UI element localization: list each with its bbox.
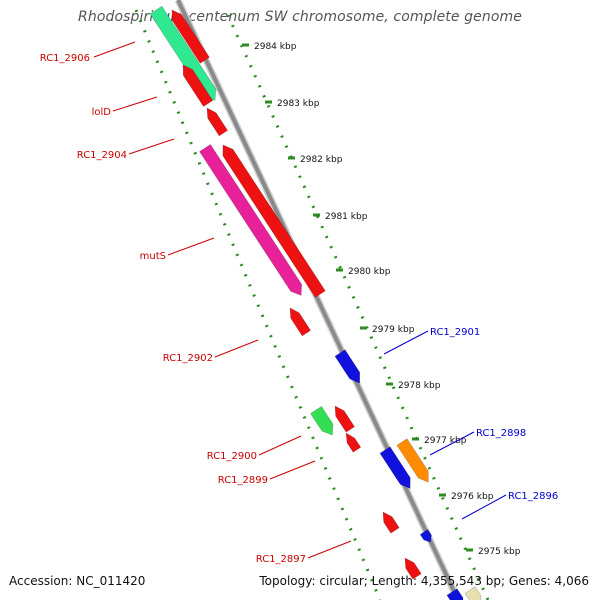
gene-label-rc1-2897-leader	[307, 540, 352, 559]
gene-label-rc1-2901-leader	[383, 330, 429, 355]
gene-arrow-rc1-2901	[334, 349, 361, 384]
scale-tick-label: 2977 kbp	[424, 436, 467, 446]
gene-label-lold-leader	[112, 96, 158, 112]
gene-label-rc1-2899-leader	[269, 460, 316, 480]
gene-label-rc1-2902-leader	[214, 339, 259, 358]
gene-label-rc1-2904: RC1_2904	[77, 150, 127, 161]
gene-arrow	[464, 586, 482, 600]
right-ruler	[226, 14, 490, 600]
gene-arrow-rc1-2902	[289, 307, 311, 337]
gene-arrow-rc1-2899	[345, 432, 362, 453]
map-layer: 2984 kbp 2983 kbp 2982 kbp 2981 kbp 2980 kbp…	[40, 0, 558, 600]
gene-arrow-muts	[199, 144, 302, 296]
gene-label-rc1-2906-leader	[93, 41, 136, 58]
gene-arrow-rc1-2904	[206, 107, 228, 137]
gene-label-rc1-2901: RC1_2901	[430, 327, 480, 338]
gene-arrow	[404, 557, 422, 580]
gene-label-rc1-2896-leader	[461, 494, 507, 520]
gene-arrow-rc1-2900	[310, 406, 334, 436]
scale-tick-label: 2981 kbp	[325, 212, 368, 222]
gene-label-rc1-2902: RC1_2902	[163, 353, 213, 364]
gene-label-muts: mutS	[140, 251, 166, 262]
gene-label-rc1-2900: RC1_2900	[207, 451, 257, 462]
gene-arrow-rc1-2896	[419, 529, 432, 543]
gene-label-rc1-2898-leader	[429, 431, 475, 456]
gene-arrow	[171, 9, 210, 64]
scale-tick-label: 2984 kbp	[254, 42, 297, 52]
gene-label-rc1-2896: RC1_2896	[508, 491, 558, 502]
scale-tick-label: 2978 kbp	[398, 381, 441, 391]
gene-arrow	[334, 405, 355, 433]
scale-tick-label: 2980 kbp	[348, 267, 391, 277]
scale-tick-label: 2979 kbp	[372, 325, 415, 335]
gene-label-rc1-2899: RC1_2899	[218, 475, 268, 486]
gene-arrow	[396, 438, 429, 483]
gene-arrow	[222, 144, 326, 298]
gene-label-lold: lolD	[92, 107, 112, 118]
genome-backbone	[176, 0, 460, 600]
gene-label-muts-leader	[167, 237, 215, 256]
gene-arrow-rc1-2897	[382, 511, 400, 534]
gene-label-rc1-2898: RC1_2898	[476, 428, 526, 439]
gene-arrow-rc1-2898	[379, 446, 411, 489]
gene-label-rc1-2900-leader	[258, 435, 302, 456]
accession-text: Accession: NC_011420	[9, 574, 146, 588]
gene-arrow	[446, 588, 464, 600]
scale-tick-label: 2983 kbp	[277, 99, 320, 109]
genome-summary-text: Topology: circular; Length: 4,355,543 bp…	[259, 574, 589, 588]
gene-label-rc1-2897: RC1_2897	[256, 554, 306, 565]
scale-tick-label: 2976 kbp	[451, 492, 494, 502]
left-ruler	[134, 9, 382, 600]
gene-label-rc1-2906: RC1_2906	[40, 53, 90, 64]
gene-arrow-lold	[182, 64, 214, 107]
gene-label-rc1-2904-leader	[128, 138, 175, 155]
scale-tick-label: 2982 kbp	[300, 155, 343, 165]
scale-tick-label: 2975 kbp	[478, 547, 521, 557]
